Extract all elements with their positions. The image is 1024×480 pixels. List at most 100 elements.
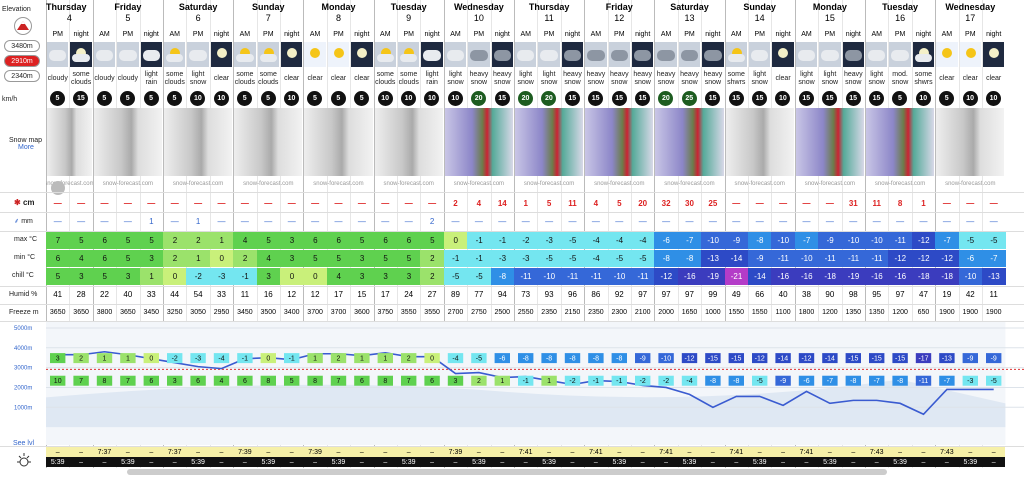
humidity-value: 77 [474, 289, 484, 299]
period-label: PM [965, 31, 976, 38]
temp-label: -5 [476, 356, 482, 363]
cloud [844, 50, 862, 61]
temp-box [284, 353, 300, 364]
rain-value: — [498, 216, 507, 226]
temp-cell: 1 [139, 268, 164, 285]
snow-map [444, 108, 513, 176]
sunset-cell: 5:39 [677, 457, 702, 467]
freeze-value: 1900 [962, 308, 979, 316]
cloud [470, 50, 488, 61]
temp-box [73, 353, 89, 364]
rain-value: — [942, 216, 951, 226]
snow-value: 14 [497, 198, 507, 208]
sunrise-cell: – [490, 447, 514, 457]
rain-value: — [357, 216, 366, 226]
period-label: AM [660, 31, 672, 38]
temp-label: 0 [430, 356, 434, 363]
snow-value: 4 [476, 198, 482, 208]
freeze-value: 3250 [166, 308, 183, 316]
temp-label: 1 [103, 356, 107, 363]
temp-label: 6 [360, 378, 364, 385]
weather-summary: heavy snow [586, 71, 606, 86]
humidity-value: 12 [310, 289, 320, 299]
temp-label: -1 [616, 378, 622, 385]
elevation-label: Elevation [2, 6, 31, 13]
temp-cell: -16 [888, 268, 913, 285]
temp-label: -15 [731, 356, 741, 363]
weather-summary: heavy snow [492, 71, 512, 86]
temp-label: -1 [242, 356, 248, 363]
elevation-button[interactable]: 2910m [4, 55, 40, 67]
snow-value: — [779, 198, 788, 208]
temp-label: 8 [103, 378, 107, 385]
humidity-value: 41 [53, 289, 63, 299]
temp-label: 8 [313, 378, 317, 385]
snow-value: — [217, 198, 226, 208]
more-link[interactable]: More [18, 144, 34, 151]
temp-label: -6 [499, 356, 505, 363]
snow-map [795, 108, 864, 176]
cloud [236, 54, 254, 62]
temp-cell: -10 [865, 232, 889, 249]
period-label: AM [731, 31, 742, 38]
elevation-button[interactable]: 2340m [4, 70, 40, 82]
sunset-cell: – [92, 457, 117, 467]
day-name: Saturday [178, 2, 218, 12]
sunset-cell: – [163, 457, 187, 467]
sunrise-cell: – [607, 447, 631, 457]
temp-cell: -18 [935, 268, 960, 285]
sunrise-cell: 7:37 [163, 447, 187, 457]
wind-badge: 15 [728, 91, 744, 106]
cloud [119, 50, 137, 61]
freeze-value: 1100 [775, 308, 791, 316]
sunrise-cell: 7:39 [233, 447, 257, 457]
elevation-button[interactable]: 3480m [4, 40, 40, 52]
sunset-cell: – [373, 457, 397, 467]
temp-label: -12 [684, 356, 694, 363]
watermark: snow-forecast.com [734, 180, 785, 187]
period-label: AM [450, 31, 461, 38]
freeze-value: 3650 [120, 308, 136, 316]
temp-label: -1 [289, 356, 295, 363]
period-label: night [213, 31, 230, 38]
sunset-cell: – [69, 457, 93, 467]
row-line [0, 286, 1024, 287]
cloud [680, 50, 699, 61]
period-label: AM [309, 31, 321, 38]
temp-label: -10 [661, 356, 671, 363]
temp-box [50, 375, 66, 386]
temp-label: -4 [452, 356, 458, 363]
temp-label: -15 [848, 356, 858, 363]
sunrise-cell: – [116, 447, 140, 457]
temp-cell: 6 [46, 250, 70, 267]
temp-box [96, 353, 113, 364]
temp-box [260, 353, 276, 364]
sunrise-cell: – [701, 447, 725, 457]
temp-box [705, 353, 721, 364]
rain-value: — [521, 216, 530, 226]
temp-box [728, 353, 744, 364]
temp-box [377, 375, 393, 386]
snow-value: 4 [593, 198, 599, 208]
sunrise-cell: 7:41 [654, 447, 678, 457]
snow-value: — [264, 198, 273, 208]
rain-value: — [287, 216, 296, 226]
day-date: 13 [684, 13, 695, 23]
nav-left[interactable] [51, 181, 65, 195]
temp-label: -4 [218, 356, 224, 363]
temp-cell: -19 [701, 268, 726, 285]
snow-map [93, 108, 162, 176]
temp-cell: -5 [607, 250, 632, 267]
sunset-cell: – [209, 457, 234, 467]
humidity-value: 28 [76, 289, 86, 299]
rain-unit: mm [21, 218, 33, 225]
day-name: Thursday [46, 2, 87, 12]
temp-cell: 5 [92, 268, 117, 285]
y-tick-label: 2000m [14, 385, 32, 391]
freeze-value: 3400 [283, 308, 300, 316]
scrollbar[interactable] [127, 469, 887, 475]
weather-summary: heavy snow [703, 71, 723, 86]
y-tick-label: 5000m [14, 326, 32, 332]
period-label: PM [824, 31, 836, 38]
freeze-value: 2700 [447, 308, 464, 316]
